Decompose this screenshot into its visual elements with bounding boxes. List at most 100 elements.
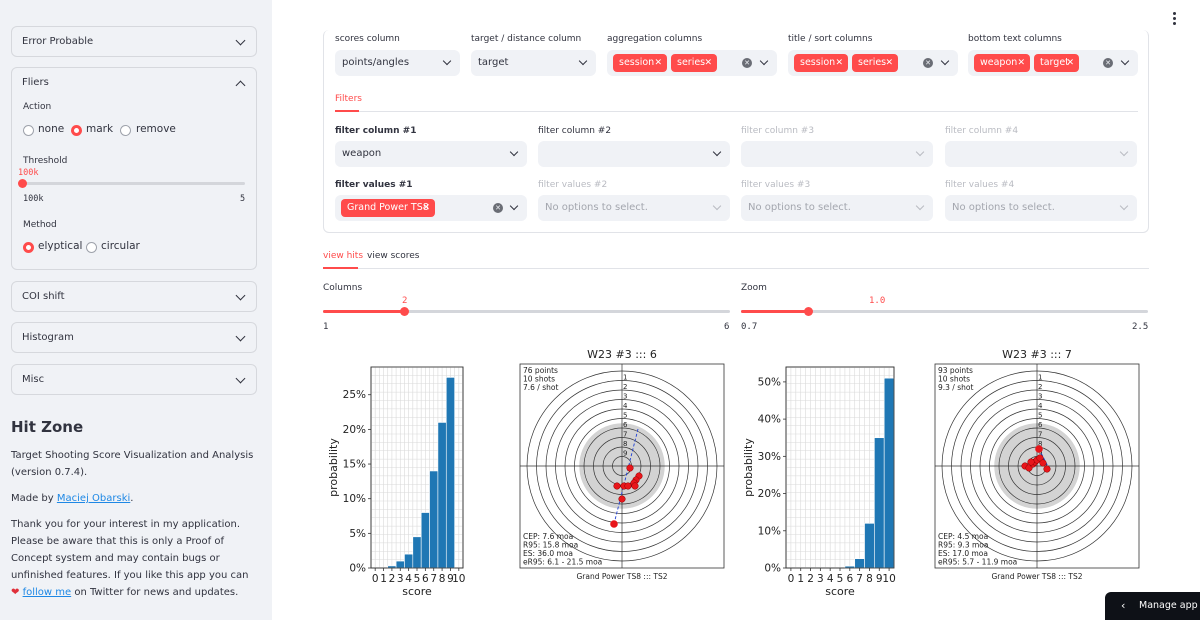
- target-column-select[interactable]: target: [471, 50, 596, 76]
- clear-icon[interactable]: ✕: [923, 58, 933, 68]
- y-axis-label: probability: [327, 438, 340, 497]
- zoom-slider-handle[interactable]: [804, 307, 814, 316]
- x-tick-label: 8: [439, 573, 446, 585]
- follow-link[interactable]: follow me: [22, 587, 72, 598]
- radio-label: none: [38, 123, 65, 135]
- close-icon[interactable]: ✕: [422, 203, 430, 213]
- expander-fliers[interactable]: Fliers Action none mark remove Threshold…: [11, 67, 257, 270]
- x-tick-label: 5: [414, 573, 421, 585]
- expander-error-probable[interactable]: Error Probable: [11, 26, 257, 57]
- close-icon[interactable]: ✕: [1017, 58, 1025, 68]
- bottom-text-columns-multiselect[interactable]: weapon ✕ target ✕ ✕: [968, 50, 1138, 76]
- view-tab-indicator: [323, 267, 358, 269]
- main-menu-icon[interactable]: [1172, 12, 1178, 26]
- hit-marker: [1043, 465, 1051, 473]
- y-tick-label: 15%: [343, 459, 366, 471]
- tab-view-hits[interactable]: view hits: [323, 251, 364, 261]
- stats-bottom-line: eR95: 5.7 - 11.9 moa: [938, 558, 1017, 567]
- chevron-down-icon: [235, 290, 246, 301]
- columns-slider-label: Columns: [323, 283, 363, 293]
- radio-elyptical[interactable]: [23, 242, 34, 253]
- target-title: W23 #3 ::: 6: [587, 348, 657, 361]
- x-tick-label: 1: [380, 573, 387, 585]
- manage-app-button[interactable]: ‹ Manage app: [1105, 592, 1200, 620]
- radio-remove[interactable]: [120, 125, 131, 136]
- filter-values-2-multiselect: No options to select.: [538, 195, 730, 221]
- x-tick-label: 8: [866, 573, 873, 585]
- filter-column-2-select[interactable]: [538, 141, 730, 167]
- expander-misc[interactable]: Misc: [11, 364, 257, 395]
- tag-session[interactable]: session ✕: [613, 54, 667, 72]
- aggregation-columns-multiselect[interactable]: session ✕ series ✕ ✕: [607, 50, 777, 76]
- clear-icon[interactable]: ✕: [1103, 58, 1113, 68]
- radio-mark[interactable]: [71, 125, 82, 136]
- histogram-bar: [429, 470, 439, 569]
- score-histogram-1: 0% 5% 10% 15% 20% 25% 0 1 2 3 4 5 6 7 8 910 score probabi…: [327, 366, 466, 598]
- columns-slider-handle[interactable]: [399, 307, 409, 316]
- scores-column-select[interactable]: points/angles: [335, 50, 460, 76]
- hit-marker: [624, 482, 632, 490]
- x-tick-label: 2: [389, 573, 396, 585]
- clear-icon[interactable]: ✕: [493, 203, 503, 213]
- histogram-bar: [864, 523, 875, 569]
- stats-bottom-line: ES: 36.0 moa: [523, 549, 573, 558]
- tab-view-scores[interactable]: view scores: [367, 251, 420, 261]
- chevron-down-icon: [915, 201, 925, 211]
- tag-grand-power[interactable]: Grand Power TS8 ✕: [341, 199, 435, 217]
- x-tick-label: 9: [447, 573, 454, 585]
- ring-label: 3: [1038, 393, 1042, 401]
- title-sort-columns-label: title / sort columns: [788, 34, 873, 44]
- tag-weapon[interactable]: weapon ✕: [974, 54, 1030, 72]
- columns-slider-track[interactable]: [323, 310, 730, 313]
- threshold-handle[interactable]: [18, 179, 27, 188]
- close-icon[interactable]: ✕: [704, 58, 712, 68]
- tag-series[interactable]: series ✕: [671, 54, 717, 72]
- title-sort-columns-multiselect[interactable]: session ✕ series ✕ ✕: [788, 50, 958, 76]
- close-icon[interactable]: ✕: [1066, 58, 1074, 68]
- scores-column-label: scores column: [335, 34, 400, 44]
- radio-label: mark: [86, 123, 114, 135]
- select-value: target: [478, 57, 509, 68]
- ring-label: 7: [623, 431, 627, 439]
- chevron-up-icon[interactable]: [235, 80, 246, 91]
- y-tick-label: 25%: [343, 389, 366, 401]
- hit-marker: [1027, 458, 1035, 466]
- zoom-slider-track[interactable]: [741, 310, 1148, 313]
- bottom-text-columns-label: bottom text columns: [968, 34, 1062, 44]
- tag-session[interactable]: session ✕: [794, 54, 848, 72]
- radio-circular[interactable]: [86, 242, 97, 253]
- thanks-text: Thank you for your interest in my applic…: [11, 516, 256, 601]
- author-link[interactable]: Maciej Obarski: [56, 493, 131, 504]
- x-tick-label: 3: [817, 573, 824, 585]
- threshold-track[interactable]: [22, 182, 245, 185]
- columns-slider-max: 6: [724, 322, 730, 332]
- expander-coi-shift[interactable]: COI shift: [11, 281, 257, 312]
- close-icon[interactable]: ✕: [835, 58, 843, 68]
- radio-none[interactable]: [23, 125, 34, 136]
- x-tick-label: 6: [422, 573, 429, 585]
- select-value: weapon: [342, 148, 382, 159]
- chevron-down-icon: [442, 56, 452, 66]
- histogram-bar: [404, 553, 414, 569]
- tag-target[interactable]: target ✕: [1034, 54, 1079, 72]
- radio-label: elyptical: [38, 240, 83, 252]
- clear-icon[interactable]: ✕: [742, 58, 752, 68]
- ring-label: 4: [623, 402, 628, 410]
- expander-histogram[interactable]: Histogram: [11, 322, 257, 353]
- made-by: Made by Maciej Obarski.: [11, 490, 256, 507]
- tab-indicator: [335, 110, 359, 112]
- x-tick-label: 10: [882, 573, 895, 585]
- filter-column-1-select[interactable]: weapon: [335, 141, 527, 167]
- close-icon[interactable]: ✕: [885, 58, 893, 68]
- tab-filters[interactable]: Filters: [335, 94, 362, 104]
- filter-values-1-multiselect[interactable]: Grand Power TS8 ✕ ✕: [335, 195, 527, 221]
- y-tick-label: 0%: [764, 563, 781, 575]
- tag-series[interactable]: series ✕: [852, 54, 898, 72]
- chevron-down-icon: [940, 56, 950, 66]
- close-icon[interactable]: ✕: [654, 58, 662, 68]
- select-placeholder: No options to select.: [545, 202, 648, 213]
- ring-label: 5: [1038, 412, 1042, 420]
- flier-marker: [610, 520, 618, 528]
- ring-label: 1: [1038, 374, 1042, 382]
- expander-title: Histogram: [22, 332, 74, 343]
